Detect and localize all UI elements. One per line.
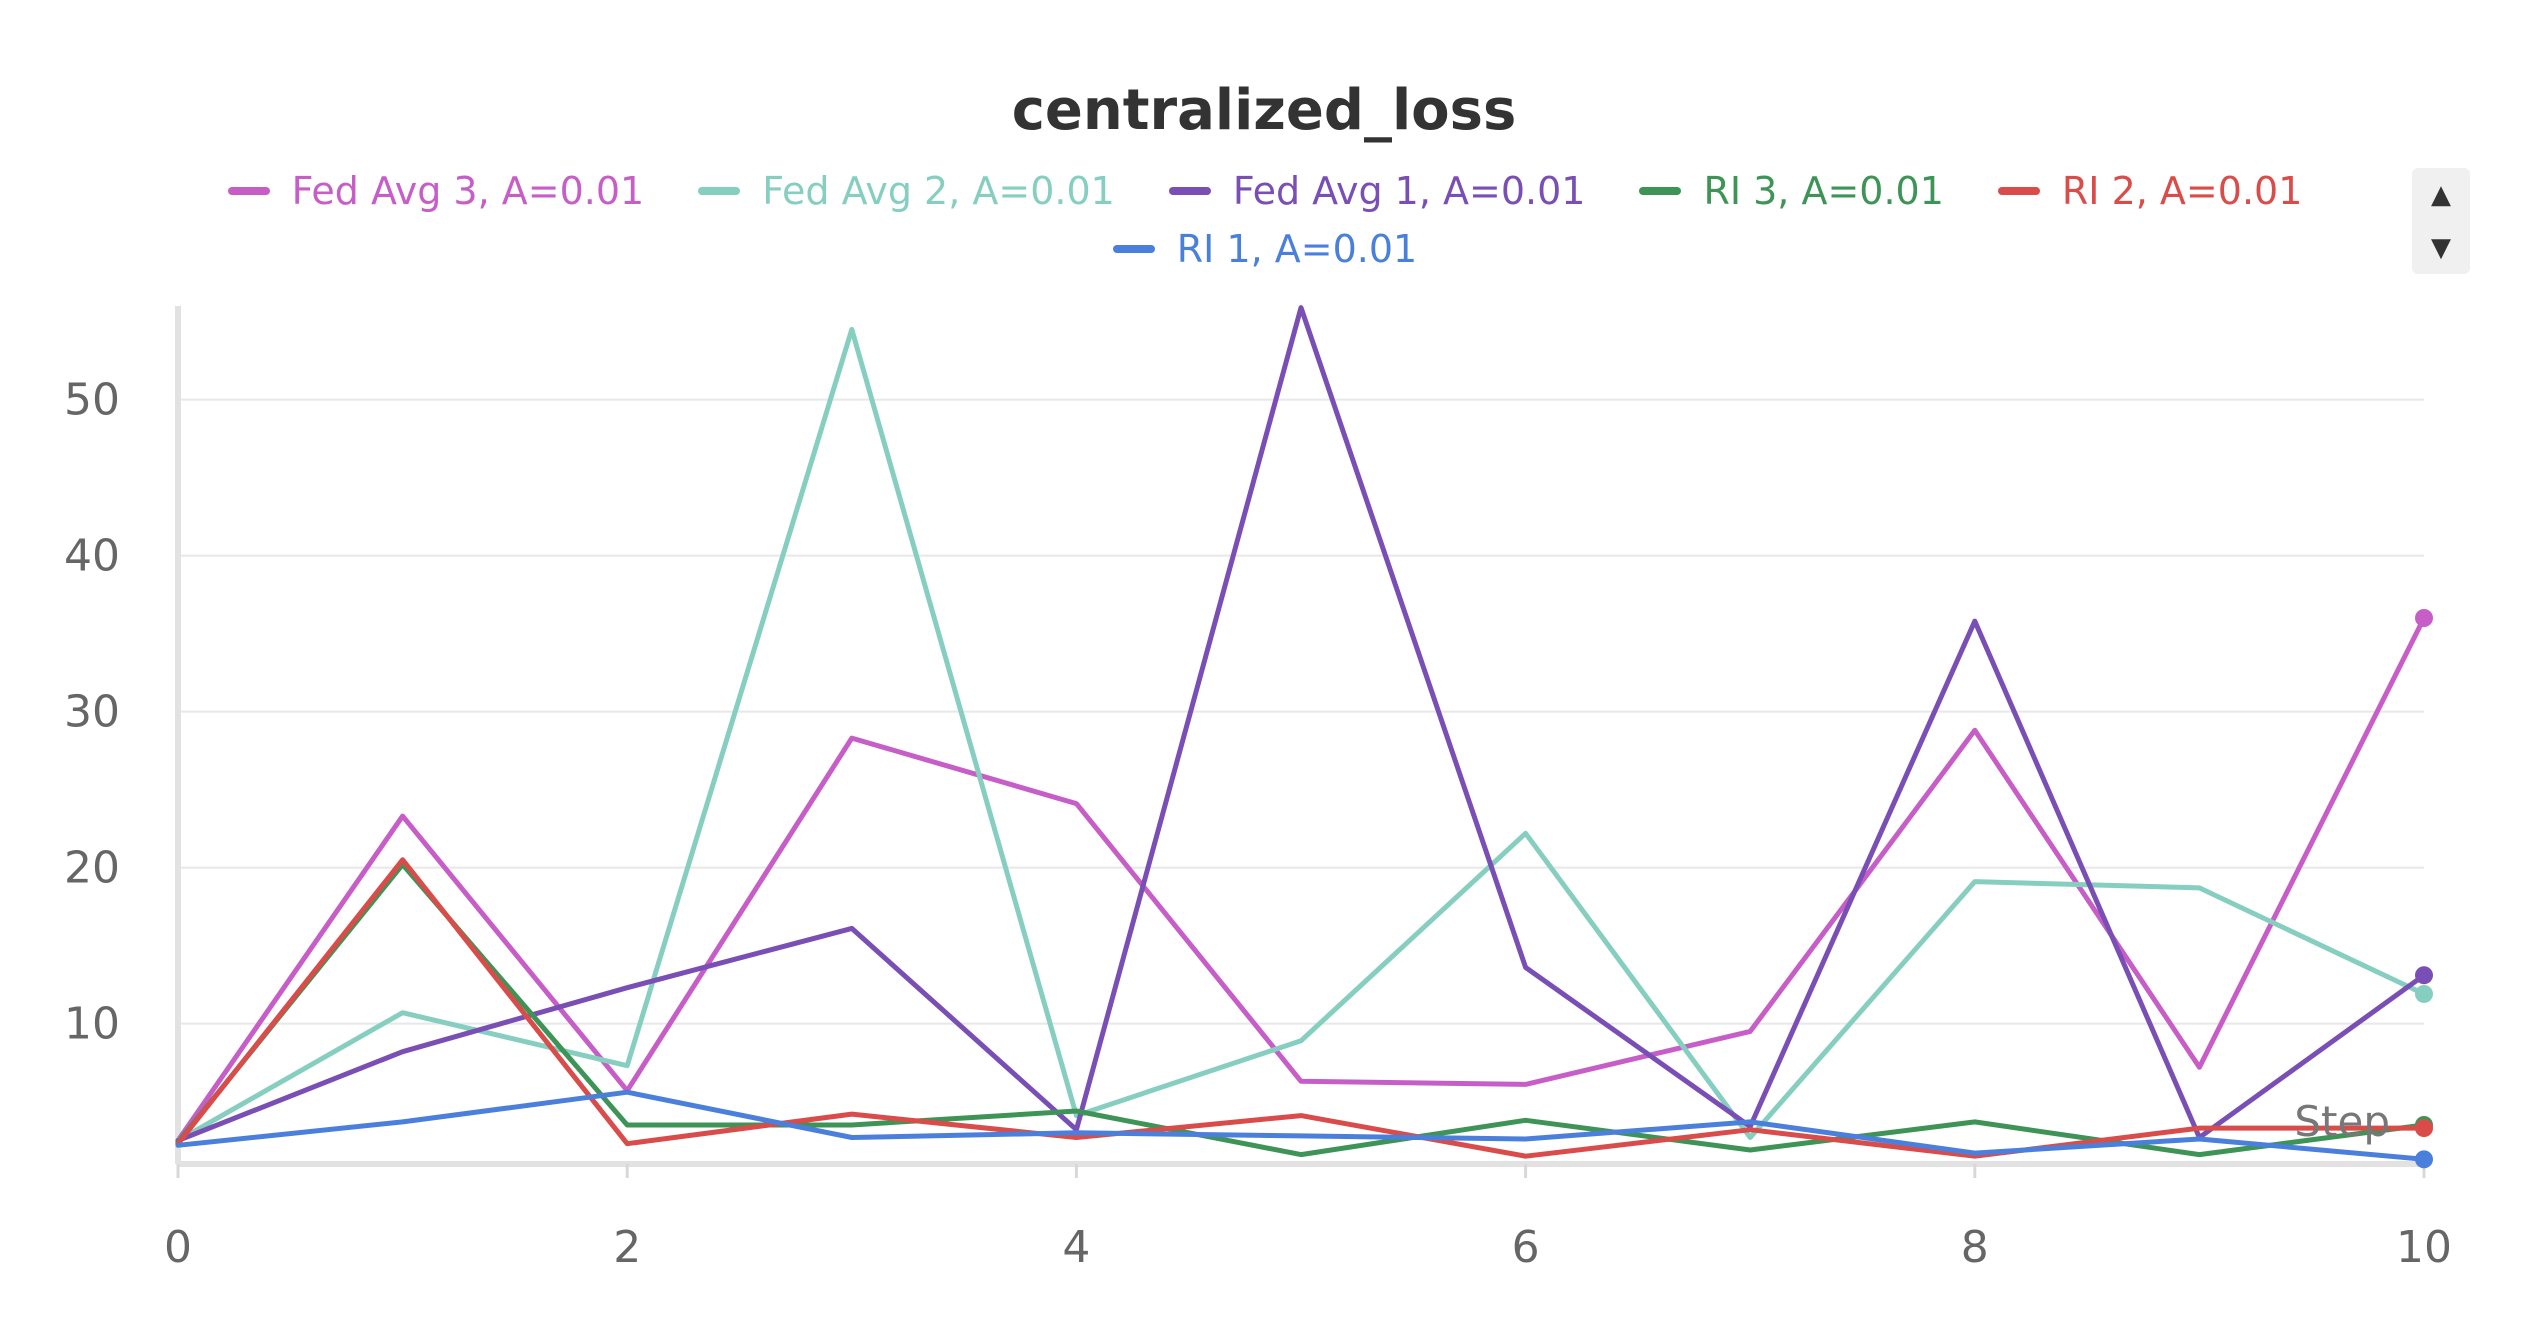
legend-label: RI 1, A=0.01: [1176, 227, 1418, 271]
chart-title: centralized_loss: [1011, 78, 1517, 143]
series-line[interactable]: [175, 1089, 2427, 1162]
series-line[interactable]: [175, 615, 2427, 1144]
y-tick-label: 40: [64, 531, 120, 582]
legend-label: Fed Avg 2, A=0.01: [762, 169, 1115, 213]
x-tick-label: 10: [2396, 1222, 2452, 1273]
legend-label: Fed Avg 1, A=0.01: [1232, 169, 1586, 213]
legend-scroll: ▲ ▼: [2412, 168, 2470, 274]
legend-swatch: [1997, 187, 2040, 195]
legend-item[interactable]: Fed Avg 1, A=0.01: [1168, 168, 1586, 214]
legend-item[interactable]: RI 3, A=0.01: [1639, 168, 1944, 214]
y-tick-label: 50: [64, 375, 120, 426]
legend-label: Fed Avg 3, A=0.01: [291, 169, 645, 213]
legend-scroll-up-icon[interactable]: ▲: [2431, 179, 2451, 210]
legend-swatch: [698, 187, 741, 195]
legend-label: RI 2, A=0.01: [2061, 169, 2303, 213]
y-tick-label: 10: [64, 999, 120, 1050]
x-tick-label: 4: [1062, 1222, 1090, 1273]
x-tick-label: 6: [1512, 1222, 1540, 1273]
legend-label: RI 3, A=0.01: [1703, 169, 1944, 213]
x-tick-label: 8: [1961, 1222, 1989, 1273]
legend-swatch: [1168, 187, 1211, 195]
legend-swatch: [227, 187, 270, 195]
grid: [178, 398, 2424, 1025]
legend-item[interactable]: Fed Avg 2, A=0.01: [698, 168, 1115, 214]
end-points: [2415, 609, 2433, 1169]
series-end-point[interactable]: [2415, 966, 2433, 985]
y-tick-label: 30: [64, 687, 120, 738]
series-line[interactable]: [175, 862, 2427, 1158]
y-tick-label: 20: [64, 843, 120, 894]
legend-swatch: [1112, 245, 1155, 253]
series-end-point[interactable]: [2415, 1150, 2433, 1169]
series-lines: [175, 305, 2427, 1162]
series-line[interactable]: [175, 857, 2427, 1159]
legend-item[interactable]: RI 1, A=0.01: [1112, 226, 1418, 272]
axes: [175, 306, 2426, 1178]
legend-swatch: [1639, 187, 1682, 195]
legend-item[interactable]: Fed Avg 3, A=0.01: [227, 168, 645, 214]
x-tick-label: 0: [164, 1222, 192, 1273]
series-end-point[interactable]: [2415, 1119, 2433, 1138]
series-end-point[interactable]: [2415, 609, 2433, 627]
legend: Fed Avg 3, A=0.01 Fed Avg 2, A=0.01 Fed …: [180, 168, 2350, 272]
x-axis-label: Step: [2294, 1097, 2390, 1146]
legend-scroll-down-icon[interactable]: ▼: [2431, 232, 2451, 263]
series-line[interactable]: [175, 305, 2427, 1144]
tick-labels: 10 20 30 40 50 0 2 4 6 8 10: [64, 375, 2452, 1273]
series-end-point[interactable]: [2415, 984, 2433, 1003]
legend-item[interactable]: RI 2, A=0.01: [1997, 168, 2303, 214]
x-tick-label: 2: [613, 1222, 641, 1273]
